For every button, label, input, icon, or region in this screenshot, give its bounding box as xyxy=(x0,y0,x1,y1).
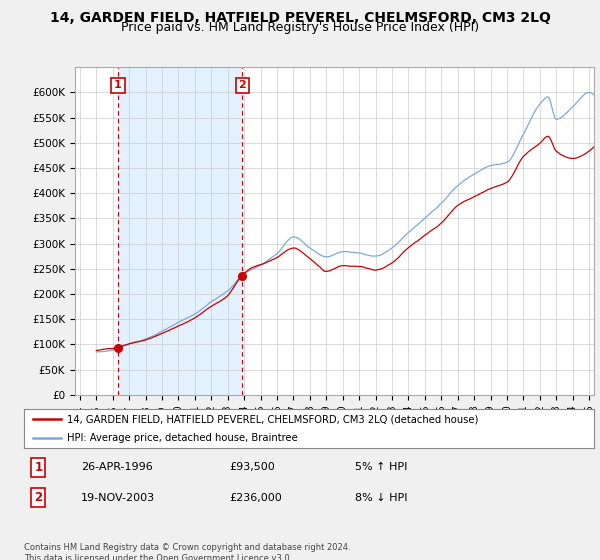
Text: 5% ↑ HPI: 5% ↑ HPI xyxy=(355,463,407,473)
Text: Contains HM Land Registry data © Crown copyright and database right 2024.
This d: Contains HM Land Registry data © Crown c… xyxy=(24,543,350,560)
Text: 26-APR-1996: 26-APR-1996 xyxy=(81,463,153,473)
Bar xyxy=(118,67,242,395)
Text: £236,000: £236,000 xyxy=(229,493,282,503)
Text: £93,500: £93,500 xyxy=(229,463,275,473)
Text: 2: 2 xyxy=(238,80,246,90)
Text: 1: 1 xyxy=(114,80,122,90)
Text: 14, GARDEN FIELD, HATFIELD PEVEREL, CHELMSFORD, CM3 2LQ (detached house): 14, GARDEN FIELD, HATFIELD PEVEREL, CHEL… xyxy=(67,414,478,424)
Text: HPI: Average price, detached house, Braintree: HPI: Average price, detached house, Brai… xyxy=(67,433,298,443)
Text: 2: 2 xyxy=(34,491,43,504)
Text: 14, GARDEN FIELD, HATFIELD PEVEREL, CHELMSFORD, CM3 2LQ: 14, GARDEN FIELD, HATFIELD PEVEREL, CHEL… xyxy=(50,11,550,25)
Text: 8% ↓ HPI: 8% ↓ HPI xyxy=(355,493,407,503)
Text: 19-NOV-2003: 19-NOV-2003 xyxy=(81,493,155,503)
Text: Price paid vs. HM Land Registry's House Price Index (HPI): Price paid vs. HM Land Registry's House … xyxy=(121,21,479,34)
Text: 1: 1 xyxy=(34,461,43,474)
